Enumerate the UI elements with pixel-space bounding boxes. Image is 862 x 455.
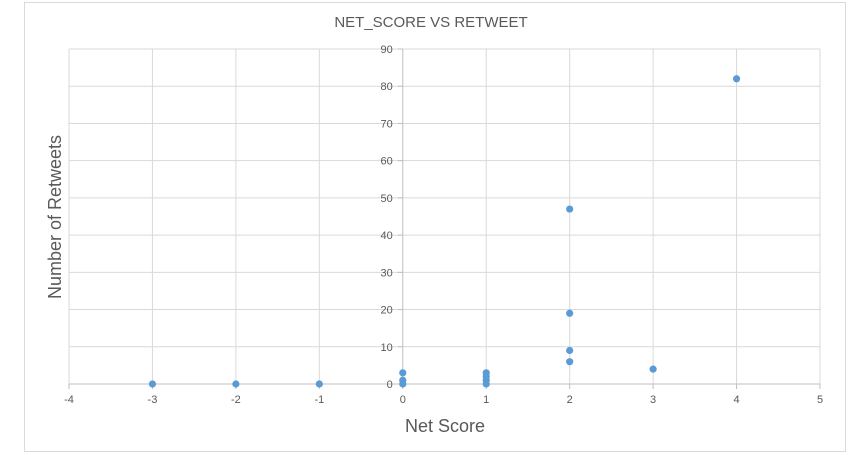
axes	[68, 48, 821, 389]
chart-area	[24, 2, 846, 452]
x-tick-label: 3	[650, 394, 656, 406]
data-point	[399, 369, 407, 377]
data-point	[482, 369, 490, 377]
y-tick-label: 50	[381, 193, 393, 205]
x-tick-label: 1	[483, 394, 489, 406]
y-axis-title: Number of Retweets	[45, 135, 65, 299]
data-point	[566, 205, 574, 213]
data-point	[566, 309, 574, 317]
data-point	[232, 380, 240, 388]
data-point	[148, 380, 157, 388]
data-point	[566, 358, 574, 366]
x-tick-label: -1	[314, 394, 324, 406]
x-tick-labels: -4 -3 -2 -1 0 1 2 3 4 5	[64, 394, 823, 406]
x-tick-label: -4	[64, 394, 74, 406]
y-tick-label: 40	[381, 230, 393, 242]
x-tick-label: 0	[400, 394, 406, 406]
x-tick-label: 4	[733, 394, 739, 406]
x-axis-title: Net Score	[405, 416, 485, 436]
y-tick-label: 90	[381, 44, 393, 56]
data-point	[566, 346, 574, 355]
data-points	[148, 75, 741, 388]
y-tick-label: 10	[381, 342, 393, 354]
y-tick-label: 70	[381, 118, 393, 130]
y-tick-label: 30	[381, 267, 393, 279]
data-point	[315, 380, 323, 388]
data-point	[399, 376, 407, 384]
y-tick-label: 60	[381, 156, 393, 168]
data-point	[732, 75, 741, 83]
chart-title: NET_SCORE VS RETWEET	[334, 14, 527, 31]
x-tick-label: 5	[817, 394, 823, 406]
x-tick-label: 2	[567, 394, 573, 406]
y-tick-label: 80	[381, 81, 393, 93]
y-tick-labels: 0 10 20 30 40 50 60 70 80 90	[381, 44, 393, 391]
data-point	[649, 365, 657, 373]
x-tick-label: -3	[148, 394, 158, 406]
y-tick-label: 0	[387, 379, 393, 391]
x-tick-label: -2	[231, 394, 241, 406]
y-tick-label: 20	[381, 305, 393, 317]
gridlines	[68, 48, 821, 384]
